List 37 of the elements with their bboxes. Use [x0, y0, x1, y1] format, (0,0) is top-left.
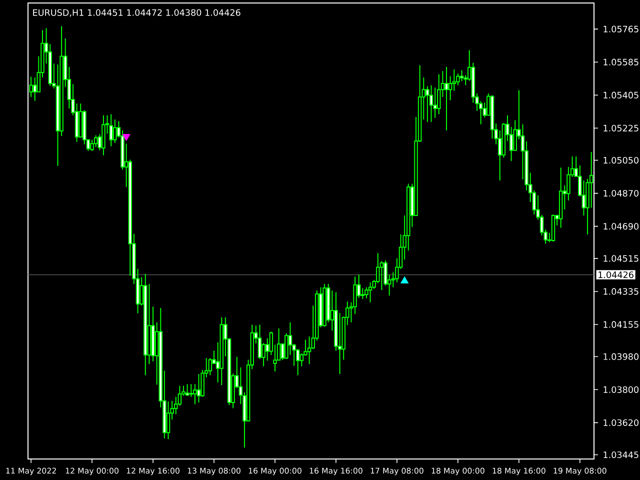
candlestick	[437, 74, 441, 115]
y-tick-label: 1.05585	[604, 58, 638, 66]
candlestick	[29, 76, 33, 98]
candlestick	[166, 400, 170, 440]
ref-line-label: 1.04426	[598, 271, 634, 278]
y-tick-label: 1.03980	[604, 353, 639, 360]
candlestick	[113, 119, 117, 144]
y-tick-label: 1.05405	[604, 92, 638, 98]
candlestick	[94, 134, 98, 148]
y-tick-label: 1.05225	[604, 124, 638, 132]
candlestick	[90, 139, 94, 152]
candlestick	[429, 84, 434, 122]
y-tick-label: 1.04690	[604, 223, 639, 230]
candlestick	[368, 282, 372, 303]
candlestick	[102, 114, 106, 156]
y-tick-label: 1.03445	[604, 451, 638, 458]
candlestick	[300, 352, 304, 367]
y-tick-label: 1.03800	[604, 386, 639, 393]
y-tick-label: 1.04335	[604, 288, 638, 295]
candlestick	[460, 70, 464, 82]
y-tick-label: 1.05765	[604, 26, 638, 32]
candlestick	[189, 384, 194, 398]
y-tick-label: 1.04515	[604, 255, 638, 262]
candlestick	[364, 286, 368, 299]
y-tick-label: 1.04155	[604, 321, 638, 328]
candlestick	[433, 87, 437, 118]
candlestick	[444, 66, 448, 131]
y-tick-label: 1.04870	[604, 190, 639, 197]
y-tick-label: 1.05050	[604, 156, 639, 164]
candlestick	[360, 288, 365, 300]
candlestick	[426, 86, 430, 122]
candlestick	[208, 358, 212, 376]
y-tick-label: 1.03620	[604, 419, 639, 426]
text: EURUSD,H1 1.04451 1.04472 1.04380 1.04426	[33, 9, 240, 17]
candlestick	[193, 384, 197, 405]
candlestick	[109, 114, 113, 147]
candlestick	[196, 374, 201, 403]
